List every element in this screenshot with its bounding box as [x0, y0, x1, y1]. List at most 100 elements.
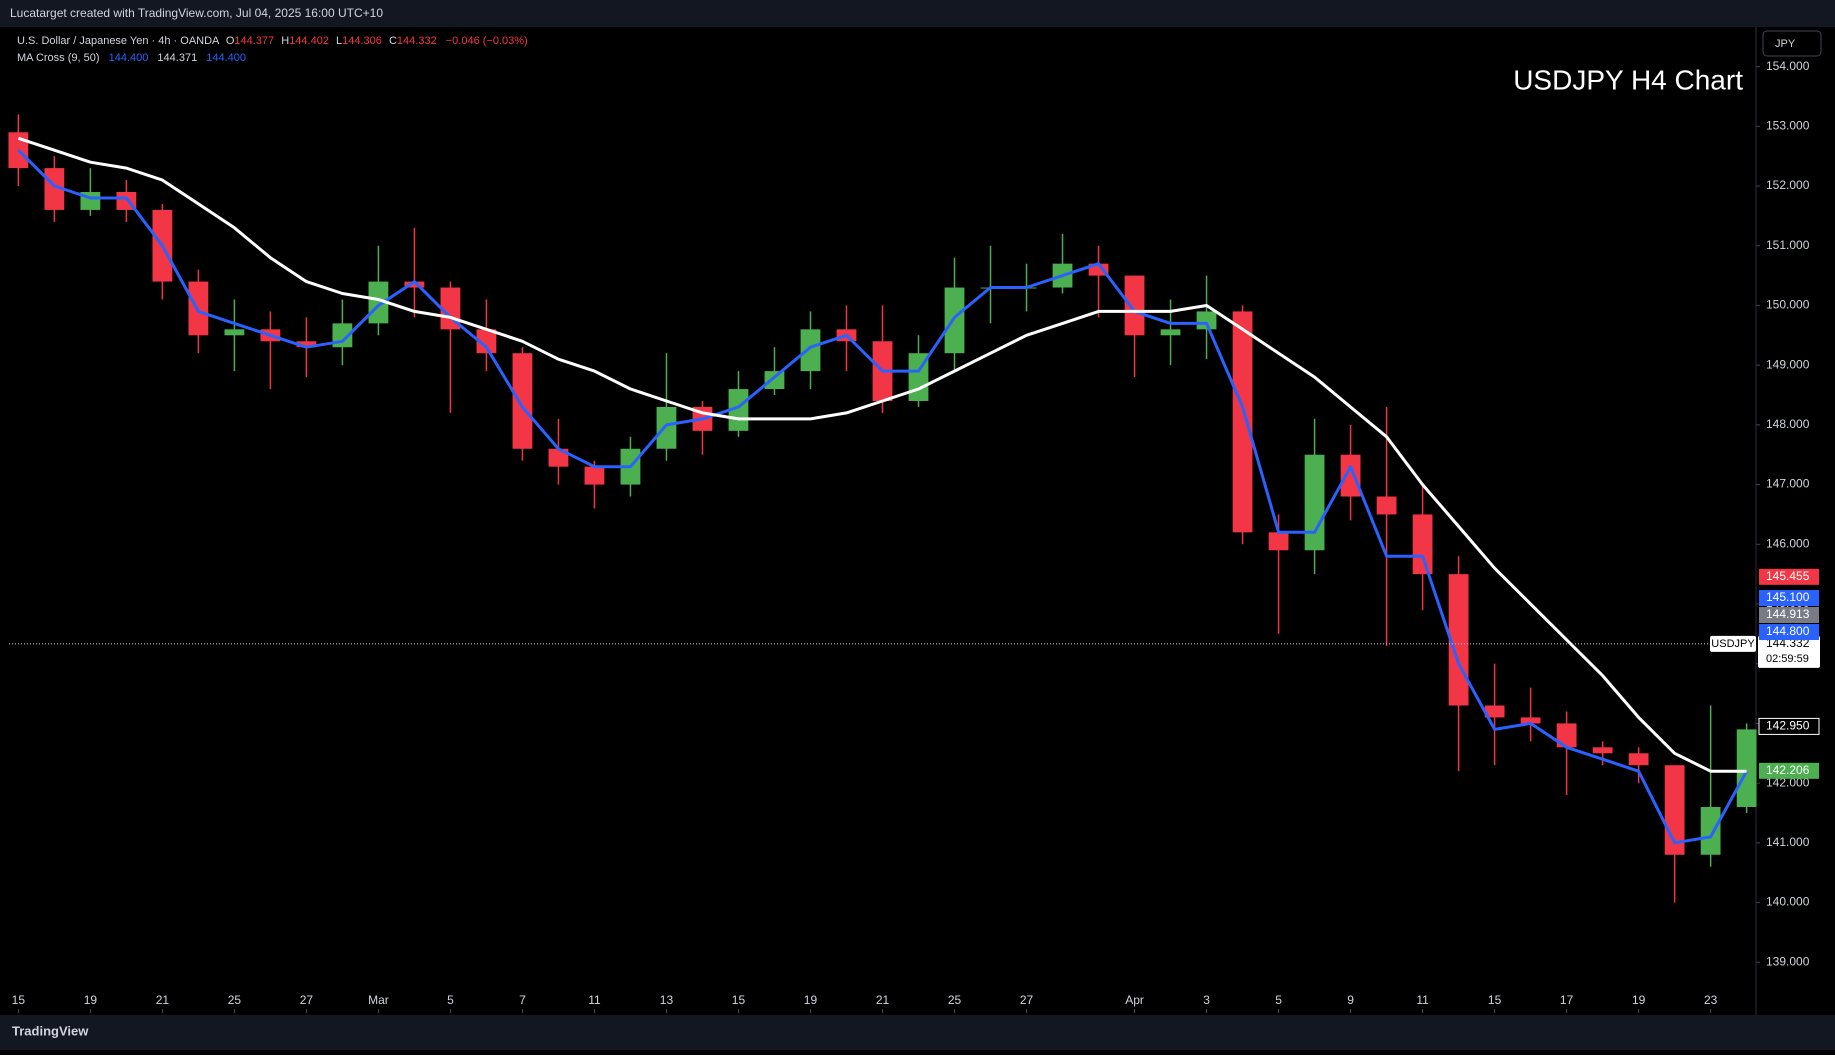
o: 144.377 — [234, 35, 274, 47]
x-tick-label: 17 — [1560, 993, 1574, 1007]
candle-body — [1340, 454, 1361, 497]
candle-body — [224, 329, 245, 336]
indicator-line: MA Cross (9, 50) 144.400 144.371 144.400 — [17, 52, 246, 64]
candle-body — [8, 132, 29, 169]
candle-body — [1124, 275, 1145, 336]
symbol-tag — [1710, 635, 1756, 652]
price-tag-label: 144.913 — [1766, 607, 1810, 621]
x-tick-label: 11 — [588, 993, 601, 1007]
candle-body — [1628, 753, 1649, 766]
y-tick-label: 150.000 — [1766, 298, 1810, 312]
x-tick-label: 27 — [1020, 993, 1034, 1007]
x-tick-label: 13 — [660, 993, 674, 1007]
footer-logo: TradingView — [12, 1023, 89, 1038]
candle-body — [476, 329, 497, 354]
legend-line: U.S. Dollar / Japanese Yen · 4h · OANDA … — [17, 35, 528, 47]
h-label: H — [281, 35, 289, 47]
candle-body — [296, 341, 317, 348]
x-tick-label: 11 — [1416, 993, 1429, 1007]
candle-body — [1232, 311, 1253, 533]
y-tick-label: 149.000 — [1766, 357, 1810, 371]
l: 144.306 — [342, 35, 382, 47]
currency: JPY — [1775, 38, 1796, 50]
x-tick-label: 9 — [1347, 993, 1354, 1007]
candle-body — [764, 371, 785, 390]
x-tick-label: 27 — [300, 993, 314, 1007]
moving-average — [17, 136, 1747, 773]
y-tick-label: 141.000 — [1766, 835, 1810, 849]
price-tag — [1759, 624, 1819, 641]
x-tick-label: 19 — [1632, 993, 1646, 1007]
candle-body — [1484, 705, 1505, 718]
candle-body — [1520, 717, 1541, 724]
x-tick-label: 19 — [84, 993, 98, 1007]
y-tick-label: 152.000 — [1766, 178, 1810, 192]
candle-body — [944, 287, 965, 354]
y-tick-label: 139.000 — [1766, 954, 1810, 968]
candle-body — [548, 448, 569, 467]
candle-body — [1304, 454, 1325, 551]
level-tag — [1759, 762, 1819, 779]
candle-body — [584, 466, 605, 485]
y-tick-label: 148.000 — [1766, 417, 1810, 431]
plot-area — [8, 114, 1757, 903]
x-tick-label: 15 — [12, 993, 26, 1007]
y-tick-label: 140.000 — [1766, 895, 1810, 909]
candle-body — [800, 329, 821, 372]
symbol: U.S. Dollar / Japanese Yen · 4h · OANDA — [17, 35, 220, 47]
candle-body — [1556, 723, 1577, 748]
indicator: MA Cross (9, 50) — [17, 52, 100, 64]
candle-body — [368, 281, 389, 324]
c: 144.332 — [397, 35, 437, 47]
l-label: L — [336, 35, 342, 47]
candle-body — [512, 353, 533, 449]
countdown: 02:59:59 — [1766, 653, 1809, 665]
x-tick-label: 5 — [447, 993, 454, 1007]
price-tag — [1759, 590, 1819, 607]
x-tick-label: 23 — [1704, 993, 1718, 1007]
level-tag-label: 142.950 — [1766, 719, 1810, 733]
x-tick-label: 25 — [948, 993, 962, 1007]
price-tag-label: 145.100 — [1766, 590, 1810, 604]
candle-body — [44, 168, 65, 210]
ma-value: 144.400 — [109, 52, 149, 64]
x-tick-label: 21 — [156, 993, 170, 1007]
price-tag-label: 144.800 — [1766, 624, 1810, 638]
candle-body — [1088, 263, 1109, 276]
bottom-bar — [0, 1015, 1835, 1050]
y-tick-label: 151.000 — [1766, 238, 1810, 252]
x-tick-label: 15 — [732, 993, 746, 1007]
moving-average — [17, 149, 1748, 845]
x-tick-label: Apr — [1125, 993, 1144, 1007]
x-tick-label: 7 — [519, 993, 526, 1007]
level-tag-label: 142.206 — [1766, 763, 1810, 777]
ma-value: 144.400 — [206, 52, 246, 64]
candle-body — [1160, 329, 1181, 336]
o-label: O — [226, 35, 235, 47]
candle-body — [1412, 514, 1433, 575]
x-tick-label: 5 — [1275, 993, 1282, 1007]
candle-body — [1736, 729, 1757, 808]
change: −0.046 (−0.03%) — [446, 35, 528, 47]
credit: Lucatarget created with TradingView.com,… — [10, 6, 383, 20]
c-label: C — [389, 35, 397, 47]
candle-body — [1376, 496, 1397, 515]
x-tick-label: 21 — [876, 993, 890, 1007]
price-tag — [1759, 607, 1819, 624]
candle-body — [656, 406, 677, 449]
top-bar — [0, 0, 1835, 27]
x-tick-label: 15 — [1488, 993, 1502, 1007]
level-tag — [1758, 717, 1820, 735]
ma-value: 144.371 — [157, 52, 197, 64]
x-tick-label: 25 — [228, 993, 242, 1007]
candle-body — [1268, 532, 1289, 551]
price-tag — [1759, 568, 1819, 585]
candle-body — [404, 281, 425, 288]
candle-body — [1592, 747, 1613, 754]
candle-body — [1700, 807, 1721, 855]
currency-button[interactable] — [1762, 30, 1822, 57]
y-tick-label: 146.000 — [1766, 536, 1810, 550]
symbol-tag-text: USDJPY — [1711, 638, 1755, 650]
